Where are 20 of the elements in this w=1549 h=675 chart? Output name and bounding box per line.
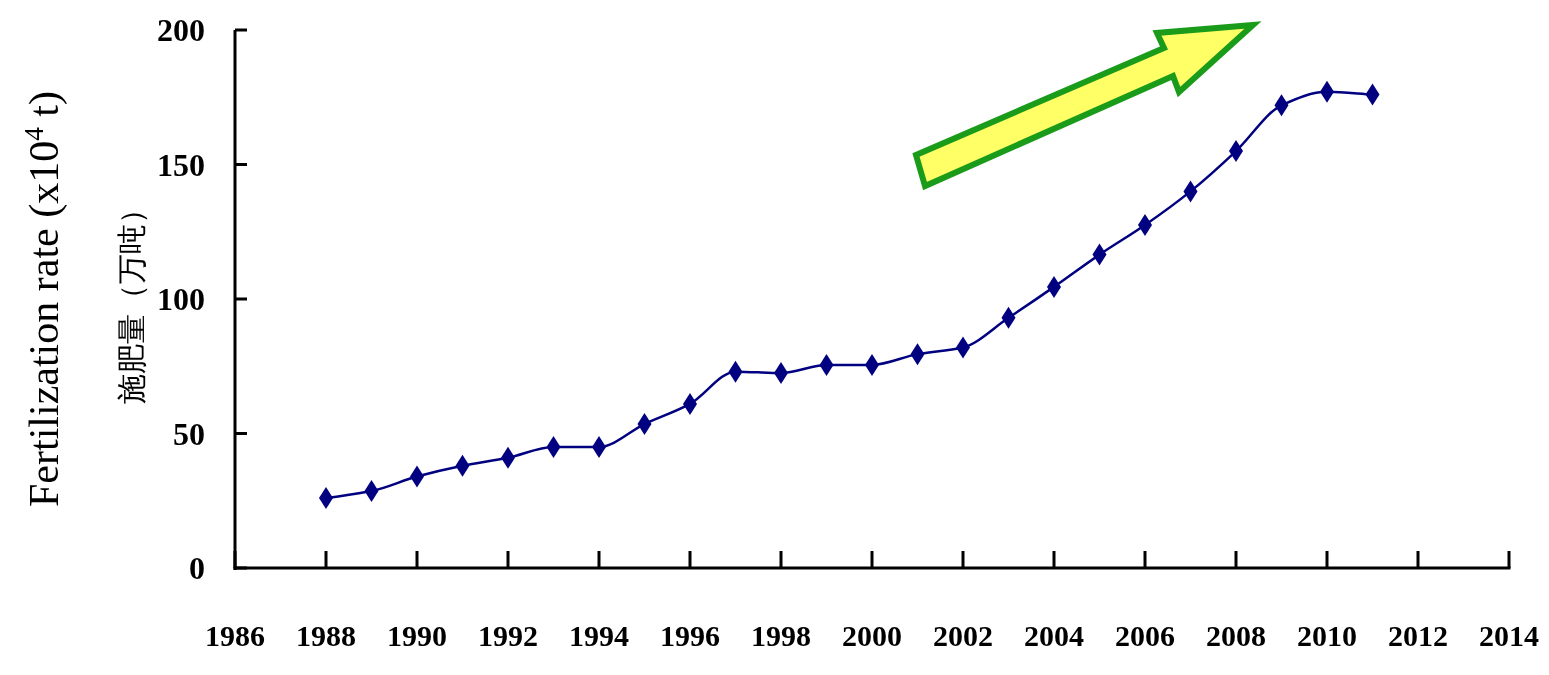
- y-tick-label: 150: [157, 146, 205, 183]
- y-tick-label: 50: [173, 415, 205, 452]
- x-tick-label: 1996: [660, 619, 720, 652]
- x-tick-label: 2008: [1206, 619, 1266, 652]
- x-tick-label: 2012: [1388, 619, 1448, 652]
- x-tick-label: 1994: [569, 619, 629, 652]
- x-tick-label: 2004: [1024, 619, 1084, 652]
- x-tick-label: 1986: [205, 619, 265, 652]
- x-tick-label: 2014: [1479, 619, 1539, 652]
- x-tick-label: 1998: [751, 619, 811, 652]
- x-tick-label: 1992: [478, 619, 538, 652]
- y-tick-label: 0: [189, 550, 205, 586]
- y-tick-label: 100: [157, 281, 205, 317]
- x-tick-label: 1990: [387, 619, 447, 652]
- x-tick-label: 2000: [842, 619, 902, 652]
- x-tick-label: 1988: [296, 619, 356, 652]
- x-tick-label: 2002: [933, 619, 993, 652]
- x-tick-label: 2006: [1115, 619, 1175, 652]
- y-tick-label: 200: [157, 12, 205, 48]
- x-tick-label: 2010: [1297, 619, 1357, 652]
